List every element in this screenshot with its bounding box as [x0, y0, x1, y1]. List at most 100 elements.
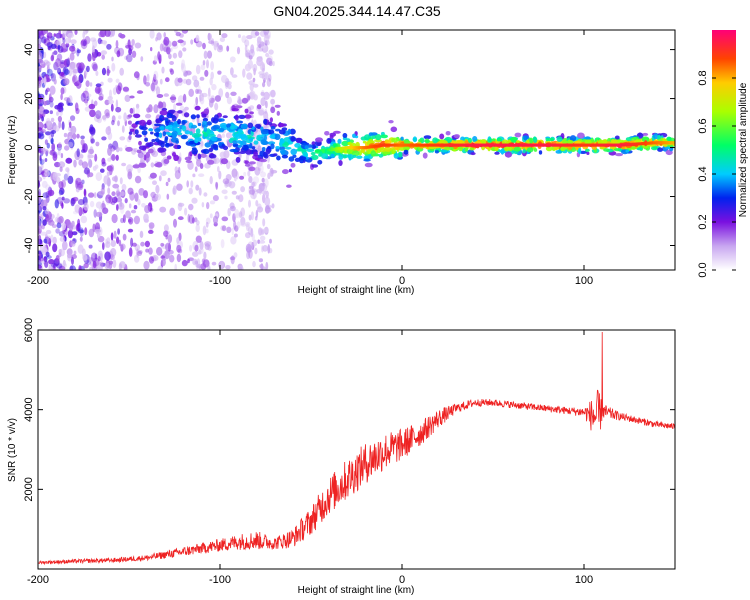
spectrogram-noise-blob [106, 171, 110, 177]
spectrogram-noise-blob [45, 184, 51, 191]
spectrogram-noise-blob [40, 231, 47, 236]
spectrogram-ridge-blob [177, 145, 181, 149]
spectrogram-noise-blob [89, 82, 93, 87]
spectrogram-noise-blob [60, 87, 65, 95]
spectrogram-ridge-blob [342, 154, 347, 159]
spectrogram-noise-blob [212, 195, 219, 202]
snr-xtick-label: -200 [27, 574, 49, 586]
spectrogram-noise-blob [71, 220, 75, 227]
spectrogram-noise-blob [97, 37, 102, 45]
spectrogram-ridge-blob [260, 129, 269, 135]
spectrogram-noise-blob [219, 37, 225, 43]
spectrogram-noise-blob [38, 264, 42, 269]
spectrogram-ridge-blob [138, 162, 147, 168]
spectrogram-noise-blob [41, 212, 44, 220]
spectrogram-noise-blob [46, 64, 50, 74]
spectrogram-ridge-blob [146, 119, 152, 126]
spectrogram-noise-blob [252, 260, 256, 268]
spectrogram-ridge-blob [260, 139, 268, 146]
spectrogram-noise-blob [98, 96, 104, 101]
spectrogram-noise-blob [123, 112, 127, 122]
spectrogram-noise-blob [155, 193, 162, 201]
spectrogram-noise-blob [56, 66, 61, 73]
spectrogram-ridge-blob [274, 133, 281, 140]
spectrogram-ridge-blob [642, 145, 649, 149]
spectrogram-noise-blob [42, 219, 47, 226]
spectrogram-ridge-blob [504, 145, 510, 152]
snr-ytick-label: 2000 [23, 477, 35, 501]
spectrogram-noise-blob [77, 244, 84, 254]
spectrogram-noise-blob [238, 211, 243, 218]
spectrogram-noise-blob [174, 30, 178, 34]
spectrogram-noise-blob [244, 39, 250, 47]
spectrogram-noise-blob [63, 69, 70, 75]
spectrogram-ridge-blob [247, 122, 254, 129]
spectrogram-ridge-blob [298, 156, 307, 161]
spectrogram-ridge-blob [529, 137, 534, 144]
spectrogram-ridge-blob [155, 118, 160, 124]
spectrogram-ridge-blob [272, 153, 278, 157]
spectrogram-ridge-blob [203, 108, 210, 115]
spectrogram-ridge-blob [158, 132, 163, 138]
spectrogram-xlabel: Height of straight line (km) [298, 285, 415, 296]
spectrogram-noise-blob [134, 175, 142, 184]
spectrogram-noise-blob [38, 76, 42, 81]
spectrogram-noise-blob [233, 233, 238, 238]
spectrogram-noise-blob [119, 147, 123, 152]
spectrogram-noise-blob [45, 131, 51, 136]
spectrogram-noise-blob [253, 94, 258, 101]
spectrogram-noise-blob [252, 181, 257, 187]
spectrogram-noise-blob [198, 187, 202, 196]
spectrogram-ridge-blob [244, 108, 249, 114]
spectrogram-noise-blob [231, 227, 234, 236]
spectrogram-ridge-blob [234, 105, 243, 109]
spectrogram-noise-blob [82, 143, 88, 153]
spectrogram-noise-blob [38, 212, 42, 221]
spectrogram-xtick-label: 100 [575, 275, 593, 287]
spectrogram-ridge-blob [211, 136, 218, 142]
spectrogram-noise-blob [266, 163, 271, 170]
spectrogram-noise-blob [68, 121, 72, 129]
spectrogram-noise-blob [42, 158, 46, 164]
spectrogram-noise-blob [153, 55, 158, 62]
spectrogram-noise-blob [243, 171, 247, 177]
spectrogram-noise-blob [148, 256, 155, 264]
spectrogram-ridge-blob [229, 148, 238, 153]
spectrogram-ridge-blob [162, 131, 166, 137]
spectrogram-noise-blob [69, 52, 75, 61]
spectrogram-ridge-blob [201, 113, 207, 118]
spectrogram-noise-blob [119, 243, 126, 250]
spectrogram-ridge-blob [234, 114, 239, 121]
spectrogram-ridge-blob [374, 139, 382, 143]
spectrogram-ridge-blob [516, 140, 520, 144]
spectrogram-noise-blob [250, 211, 254, 221]
spectrogram-ridge-blob [202, 148, 210, 154]
spectrogram-noise-blob [161, 66, 165, 74]
spectrogram-ridge-blob [183, 112, 190, 118]
spectrogram-noise-blob [202, 60, 206, 66]
spectrogram-noise-blob [96, 232, 101, 239]
spectrogram-noise-blob [41, 180, 48, 188]
spectrogram-ridge-blob [295, 138, 303, 144]
spectrogram-noise-blob [207, 244, 212, 251]
spectrogram-noise-blob [89, 200, 95, 208]
spectrogram-ridge-blob [269, 117, 273, 123]
spectrogram-ridge-blob [197, 133, 202, 137]
spectrogram-ridge-blob [290, 148, 298, 155]
spectrogram-noise-blob [149, 224, 153, 232]
spectrogram-noise-blob [192, 75, 198, 82]
spectrogram-noise-blob [38, 121, 44, 130]
spectrogram-noise-blob [46, 235, 52, 243]
spectrogram-ridge-blob [236, 140, 242, 144]
spectrogram-ridge-blob [196, 114, 200, 119]
spectrogram-ridge-blob [496, 137, 502, 142]
spectrogram-ridge-blob [145, 142, 151, 148]
spectrogram-noise-blob [225, 132, 233, 139]
spectrogram-noise-blob [170, 70, 175, 75]
spectrogram-ridge-blob [151, 139, 156, 143]
spectrogram-noise-blob [236, 46, 241, 55]
snr-frame [37, 329, 676, 570]
spectrogram-ridge-blob [153, 123, 162, 127]
spectrogram-noise-blob [175, 31, 181, 37]
spectrogram-ridge-blob [286, 184, 292, 188]
